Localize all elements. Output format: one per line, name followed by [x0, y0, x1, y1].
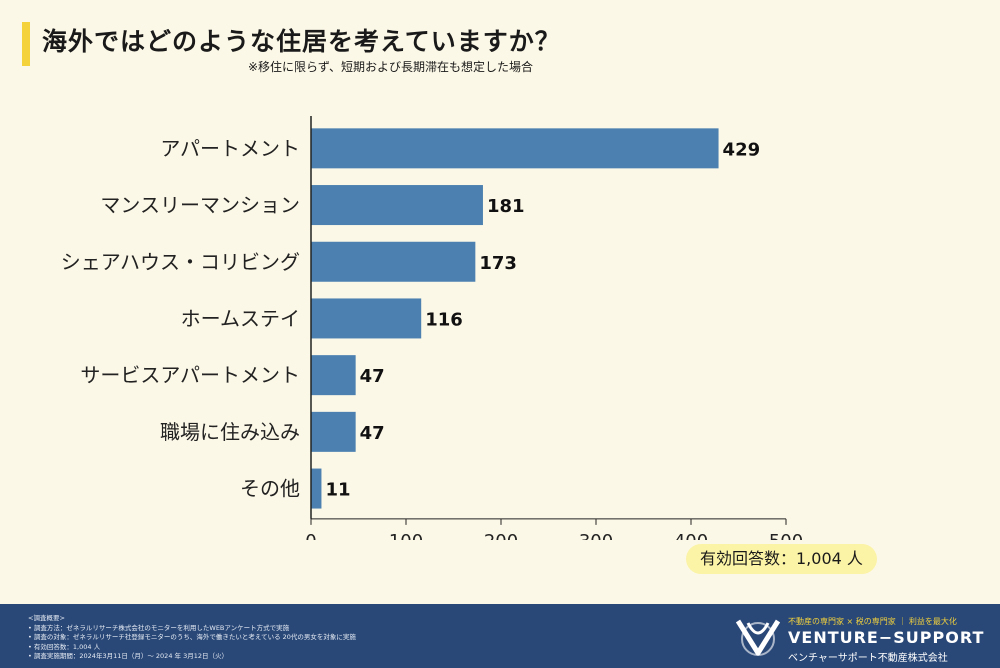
category-label: アパートメント: [160, 136, 300, 160]
value-label: 11: [325, 480, 350, 501]
bar-chart: アパートメント 429 マンスリーマンション 181 シェアハウス・コリビング 173 ホー…: [61, 116, 803, 540]
category-label: 職場に住み込み: [160, 420, 300, 444]
survey-note: <調査概要>: [28, 614, 65, 622]
category-label: その他: [240, 477, 300, 501]
x-tick-label: 100: [389, 531, 423, 540]
brand-logo-icon: [735, 619, 781, 656]
x-tick-label: 300: [579, 531, 613, 540]
x-tick-label: 200: [484, 531, 518, 540]
value-label: 116: [425, 309, 463, 330]
bar: [311, 355, 356, 396]
x-tick-label: 0: [305, 531, 316, 540]
category-label: ホームステイ: [181, 306, 300, 330]
category-label: サービスアパートメント: [80, 363, 300, 387]
category-label: マンスリーマンション: [100, 193, 300, 217]
category-label: シェアハウス・コリビング: [61, 250, 300, 274]
brand-name: VENTURE−SUPPORT: [788, 628, 985, 647]
survey-note: • 調査の対象：ゼネラルリサーチ社登録モニターのうち、海外で働きたいと考えている…: [28, 633, 356, 642]
title-accent-bar: [22, 22, 30, 66]
value-label: 47: [360, 423, 385, 444]
survey-note: • 調査実施期間：2024年3月11日（月）〜 2024 年 3月12日（火）: [28, 652, 228, 661]
page-title: 海外ではどのような住居を考えていますか？: [42, 27, 561, 56]
value-label: 429: [723, 139, 761, 160]
page-subtitle: ※移住に限らず、短期および長期滞在も想定した場合: [248, 60, 533, 74]
survey-note: • 調査方法：ゼネラルリサーチ株式会社のモニターを利用したWEBアンケート方式で…: [28, 623, 290, 632]
x-tick-label: 400: [674, 531, 708, 540]
bar: [311, 411, 356, 452]
value-label: 181: [487, 196, 525, 217]
bar: [311, 298, 422, 339]
brand-tagline: 不動産の専門家 × 税の専門家 ｜ 利益を最大化: [788, 617, 957, 626]
survey-note: • 有効回答数：1,004 人: [28, 642, 101, 651]
company-name: ベンチャーサポート不動産株式会社: [788, 653, 948, 664]
value-label: 173: [479, 253, 517, 274]
x-tick-label: 500: [769, 531, 803, 540]
footer: <調査概要> • 調査方法：ゼネラルリサーチ株式会社のモニターを利用したWEBア…: [0, 604, 1000, 668]
bar: [311, 128, 719, 169]
respondents-badge: 有効回答数：1,004 人: [686, 544, 877, 574]
bar: [311, 185, 483, 226]
value-label: 47: [360, 366, 385, 387]
bar: [311, 241, 476, 282]
bar: [311, 468, 322, 509]
survey-notes: <調査概要> • 調査方法：ゼネラルリサーチ株式会社のモニターを利用したWEBア…: [28, 614, 356, 662]
